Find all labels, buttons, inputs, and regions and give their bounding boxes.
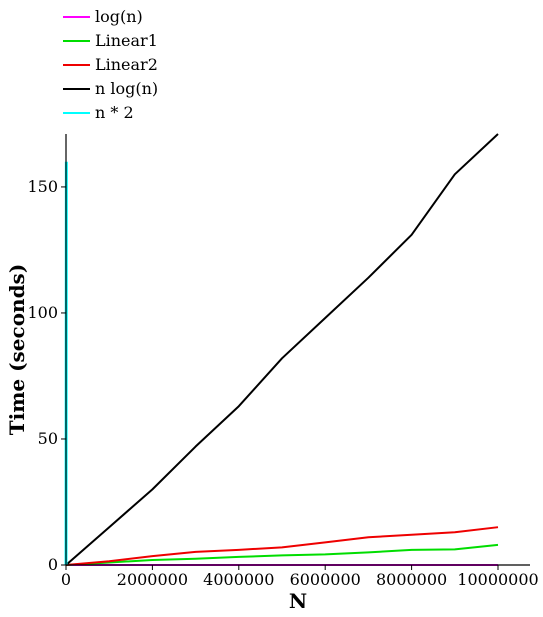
series-line-n-log-n <box>65 133 499 566</box>
x-tick-label: 0 <box>61 570 71 589</box>
series-line-linear1 <box>65 543 499 566</box>
y-tick-label: 50 <box>38 429 58 448</box>
legend-label-log-n: log(n) <box>95 7 143 26</box>
legend-label-linear1: Linear1 <box>95 31 158 50</box>
x-tick-label: 10000000 <box>457 570 538 589</box>
y-tick-label: 100 <box>27 303 58 322</box>
axes <box>65 134 530 566</box>
x-tick-label: 8000000 <box>376 570 447 589</box>
legend-label-linear2: Linear2 <box>95 55 158 74</box>
legend: log(n) Linear1 Linear2 n log(n) n * 2 <box>63 7 158 122</box>
y-axis-title: Time (seconds) <box>5 264 29 436</box>
x-axis-title: N <box>289 589 307 613</box>
x-tick-label: 4000000 <box>203 570 274 589</box>
y-tick-label: 0 <box>48 555 58 574</box>
x-tick-label: 6000000 <box>290 570 361 589</box>
y-tick-label: 150 <box>27 177 58 196</box>
legend-label-n-2: n * 2 <box>95 103 134 122</box>
ticks: 0 2000000 4000000 6000000 8000000 10000000 0 50… <box>27 177 538 589</box>
legend-label-n-log-n: n log(n) <box>95 79 158 98</box>
series-layer <box>64 133 499 566</box>
series-line-linear2 <box>65 526 499 566</box>
x-tick-label: 2000000 <box>117 570 188 589</box>
